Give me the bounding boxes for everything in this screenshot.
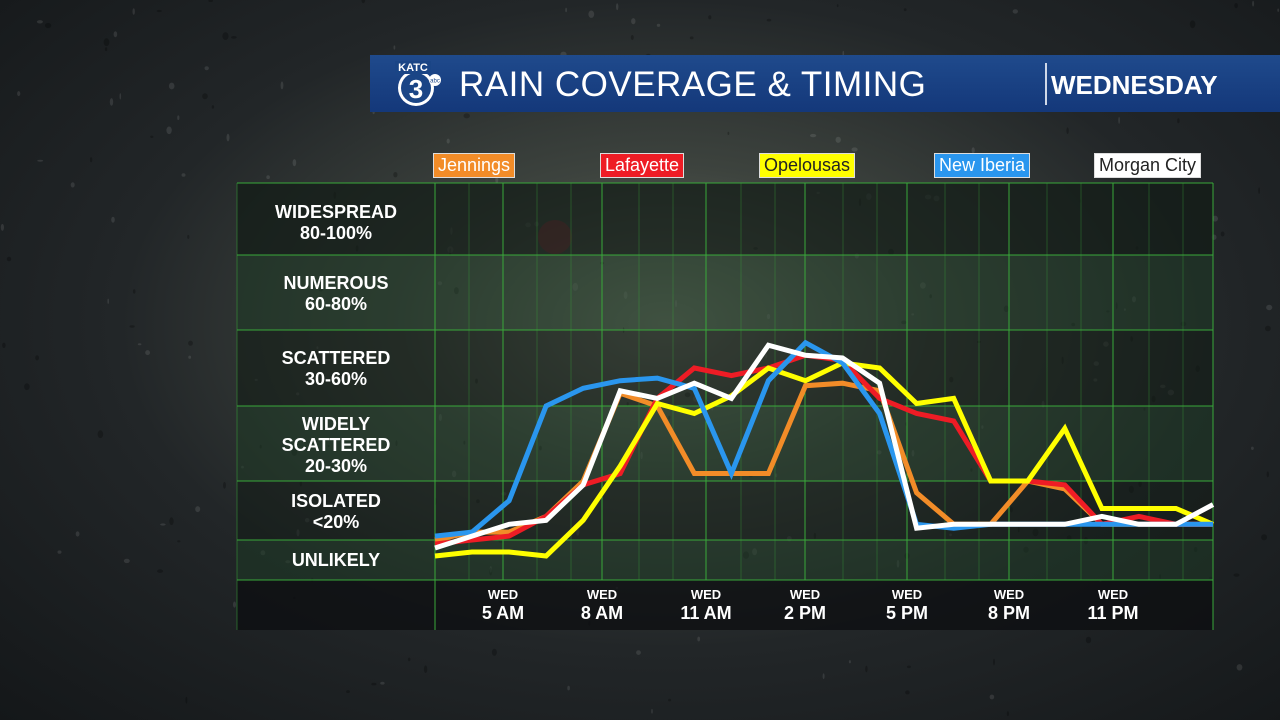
x-tick-time: 11 AM <box>680 603 732 623</box>
legend-morgan-city: Morgan City <box>1094 153 1202 178</box>
x-tick-time: 8 AM <box>580 603 624 623</box>
x-tick-time: 5 PM <box>885 603 928 623</box>
legend-new-iberia: New Iberia <box>934 153 1031 178</box>
x-tick-day: WED <box>586 587 618 602</box>
title-banner: 3 KATC abc RAIN COVERAGE & TIMING WEDNES… <box>370 55 1280 112</box>
katc-logo: 3 KATC abc <box>395 61 441 106</box>
x-tick-2pm: WED 2 PM <box>755 587 855 624</box>
category-widely-scattered-name: WIDELY SCATTERED <box>281 414 391 455</box>
x-tick-time: 8 PM <box>987 603 1030 623</box>
day-label: WEDNESDAY <box>1051 70 1218 100</box>
title-divider <box>1045 63 1047 105</box>
x-tick-8am: WED 8 AM <box>552 587 652 624</box>
category-scattered-range: 30-60% <box>304 369 368 389</box>
x-tick-day: WED <box>891 587 923 602</box>
x-axis-band <box>237 580 1213 630</box>
category-widely-scattered-range: 20-30% <box>304 456 368 476</box>
series-line-opelousas <box>434 360 1214 559</box>
legend-opelousas: Opelousas <box>759 153 856 178</box>
x-tick-time: 5 AM <box>481 603 525 623</box>
category-unlikely: UNLIKELY <box>237 550 435 571</box>
x-tick-5am: WED 5 AM <box>453 587 553 624</box>
logo-station: KATC <box>398 62 428 74</box>
category-isolated-name: ISOLATED <box>291 491 381 511</box>
category-widespread-range: 80-100% <box>299 223 373 243</box>
x-tick-day: WED <box>1097 587 1129 602</box>
x-tick-8pm: WED 8 PM <box>959 587 1059 624</box>
legend-lafayette: Lafayette <box>600 153 685 178</box>
x-tick-time: 2 PM <box>783 603 826 623</box>
x-tick-time: 11 PM <box>1087 603 1139 623</box>
category-widespread-name: WIDESPREAD <box>274 202 397 222</box>
category-band <box>237 406 1213 481</box>
category-isolated-range: <20% <box>312 512 360 532</box>
category-band <box>237 255 1213 330</box>
category-widely-scattered: WIDELY SCATTERED 20-30% <box>237 414 435 477</box>
category-band <box>237 481 1213 540</box>
category-numerous-name: NUMEROUS <box>283 273 389 293</box>
x-tick-11pm: WED 11 PM <box>1063 587 1163 624</box>
category-scattered-name: SCATTERED <box>281 348 391 368</box>
category-numerous-range: 60-80% <box>304 294 368 314</box>
category-numerous: NUMEROUS 60-80% <box>237 273 435 315</box>
logo-number: 3 <box>409 74 423 104</box>
x-tick-day: WED <box>789 587 821 602</box>
page-title: RAIN COVERAGE & TIMING <box>459 65 927 104</box>
x-tick-day: WED <box>487 587 519 602</box>
x-tick-5pm: WED 5 PM <box>857 587 957 624</box>
category-widespread: WIDESPREAD 80-100% <box>237 202 435 244</box>
category-isolated: ISOLATED <20% <box>237 491 435 533</box>
category-unlikely-name: UNLIKELY <box>291 550 381 570</box>
logo-network: abc <box>430 79 440 85</box>
series-line-morgan-city <box>434 342 1215 551</box>
x-tick-day: WED <box>690 587 722 602</box>
legend-jennings: Jennings <box>433 153 516 178</box>
category-scattered: SCATTERED 30-60% <box>237 348 435 390</box>
x-tick-11am: WED 11 AM <box>656 587 756 624</box>
category-band <box>237 183 1213 255</box>
x-tick-day: WED <box>993 587 1025 602</box>
series-line-new-iberia <box>434 339 1213 539</box>
category-band <box>237 540 1213 580</box>
